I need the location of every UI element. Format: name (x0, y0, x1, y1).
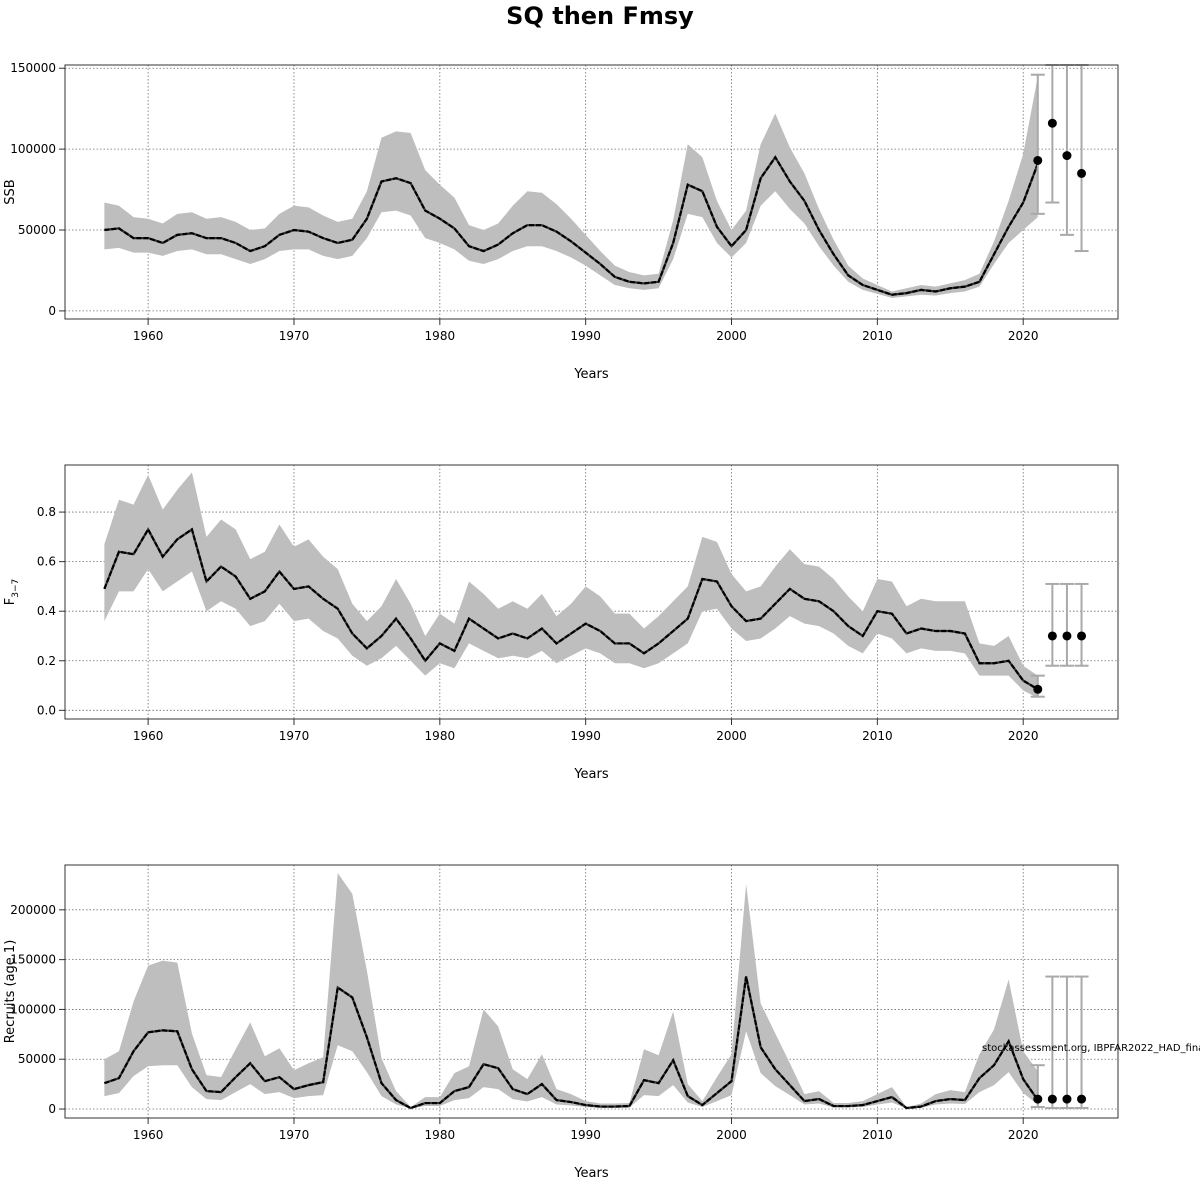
plot-frame (64, 464, 1119, 720)
x-tick-label: 1990 (570, 329, 601, 343)
y-tick-label: 0.0 (37, 703, 56, 717)
projection-point (1033, 155, 1043, 165)
y-axis-label: Recruits (age 1) (3, 940, 18, 1044)
x-tick-label: 2010 (862, 329, 893, 343)
projection-point (1047, 1094, 1057, 1104)
y-axis-label: SSB (3, 179, 18, 204)
y-tick-label: 200000 (10, 903, 56, 917)
projection-point (1062, 631, 1072, 641)
y-tick-label: 150000 (10, 953, 56, 967)
projection-point (1047, 631, 1057, 641)
x-axis-label: Years (573, 367, 609, 382)
plot-frame (64, 864, 1119, 1119)
y-tick-label: 100000 (10, 142, 56, 156)
estimate-line-dashes (104, 976, 1039, 1110)
x-tick-label: 1960 (133, 1128, 164, 1142)
y-tick-label: 0.8 (37, 505, 56, 519)
x-tick-label: 1980 (425, 1128, 456, 1142)
projection-point (1062, 151, 1072, 161)
x-tick-label: 1990 (570, 729, 601, 743)
plot-frame (64, 64, 1119, 320)
x-tick-label: 2000 (716, 1128, 747, 1142)
projection-point (1077, 1094, 1087, 1104)
projection-point (1077, 631, 1087, 641)
y-tick-label: 0 (48, 304, 56, 318)
watermark-text: stockassessment.org, IBPFAR2022_HAD_fina (982, 1043, 1200, 1054)
x-tick-label: 2020 (1008, 729, 1039, 743)
panel-ssb: 1960 1970 1980 1990 2000 2010 2020 0 50000 100000… (3, 61, 1119, 382)
panel-fbar: 1960 1970 1980 1990 2000 2010 2020 0.0 0.2 0.4 0.6… (3, 464, 1119, 782)
figure-title: SQ then Fmsy (506, 2, 694, 30)
y-axis-label-subscript: 3−7 (11, 579, 21, 598)
projection-point (1077, 168, 1087, 178)
x-tick-label: 1970 (279, 729, 310, 743)
y-tick-label: 50000 (18, 1052, 56, 1066)
x-tick-label: 1960 (133, 329, 164, 343)
x-tick-label: 2010 (862, 1128, 893, 1142)
estimate-line-dashes (103, 527, 1039, 691)
y-tick-label: 50000 (18, 223, 56, 237)
estimate-line-dashes (104, 155, 1039, 296)
x-tick-label: 2020 (1008, 329, 1039, 343)
y-axis-label: F3−7 (3, 579, 21, 605)
projection-point (1033, 684, 1043, 694)
x-tick-label: 1980 (425, 329, 456, 343)
y-tick-label: 0.6 (37, 555, 56, 569)
x-tick-label: 1980 (425, 729, 456, 743)
x-tick-label: 1960 (133, 729, 164, 743)
y-tick-label: 0.4 (37, 604, 56, 618)
plot-area (65, 65, 1118, 319)
x-tick-label: 2000 (716, 329, 747, 343)
panel-recruits: 1960 1970 1980 1990 2000 2010 2020 0 50000 100000… (3, 864, 1119, 1181)
projection-point (1062, 1094, 1072, 1104)
x-tick-label: 1970 (279, 329, 310, 343)
y-tick-label: 100000 (10, 1002, 56, 1016)
y-tick-label: 0.2 (37, 654, 56, 668)
x-tick-label: 2010 (862, 729, 893, 743)
x-tick-label: 2000 (716, 729, 747, 743)
projection-point (1047, 118, 1057, 128)
projection-point (1033, 1094, 1043, 1104)
y-tick-label: 0 (48, 1102, 56, 1116)
y-tick-label: 150000 (10, 61, 56, 75)
x-tick-label: 1990 (570, 1128, 601, 1142)
x-axis-label: Years (573, 767, 609, 782)
x-tick-label: 1970 (279, 1128, 310, 1142)
x-tick-label: 2020 (1008, 1128, 1039, 1142)
x-axis-label: Years (573, 1166, 609, 1181)
confidence-band (104, 872, 1038, 1109)
